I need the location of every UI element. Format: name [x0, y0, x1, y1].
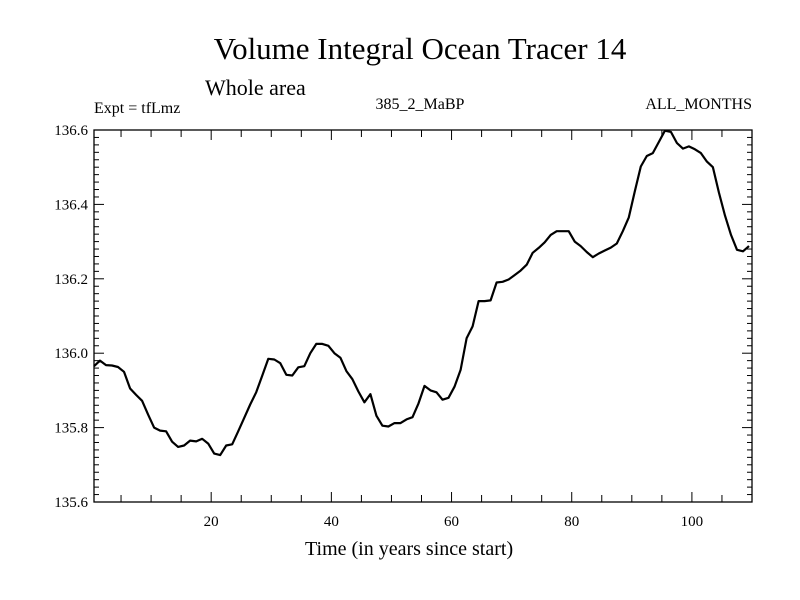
y-tick-label: 135.8: [54, 421, 88, 437]
chart-title: Volume Integral Ocean Tracer 14: [213, 31, 627, 66]
y-tick-label: 136.4: [54, 197, 88, 213]
x-tick-label: 40: [324, 514, 339, 530]
x-tick-label: 60: [444, 514, 459, 530]
x-axis: 20 40 60 80 100: [120, 130, 753, 530]
y-tick-label: 136.2: [54, 272, 88, 288]
x-tick-label: 100: [681, 514, 704, 530]
y-tick-label: 136.6: [54, 123, 88, 139]
period-label: 385_2_MaBP: [375, 96, 465, 113]
y-axis: 135.6 135.8 136.0 136.2 136.4 136.6: [54, 123, 752, 511]
chart-subtitle: Whole area: [205, 75, 306, 100]
x-tick-label: 80: [564, 514, 579, 530]
series-line: [93, 129, 750, 457]
x-axis-label: Time (in years since start): [305, 538, 514, 560]
months-label: ALL_MONTHS: [645, 96, 752, 113]
plot-frame: [93, 129, 753, 503]
x-tick-label: 20: [204, 514, 219, 530]
y-tick-label: 136.0: [54, 346, 88, 362]
experiment-label: Expt = tfLmz: [94, 100, 181, 117]
y-tick-label: 135.6: [54, 495, 88, 511]
